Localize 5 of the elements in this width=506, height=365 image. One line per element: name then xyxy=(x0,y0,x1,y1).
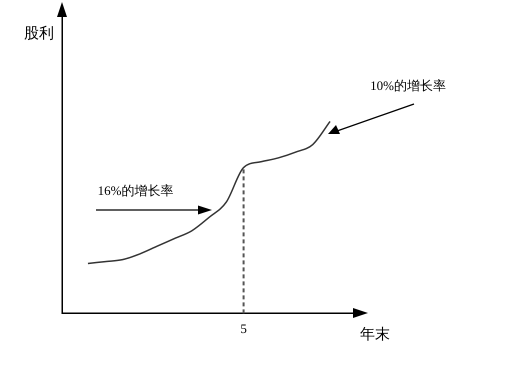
x-axis-title: 年末 xyxy=(360,325,390,344)
text: 股利 xyxy=(24,24,54,43)
text: 5 xyxy=(240,321,247,336)
text: 10%的增长率 xyxy=(370,76,446,95)
annotation: 16%的增长率 xyxy=(98,182,174,200)
